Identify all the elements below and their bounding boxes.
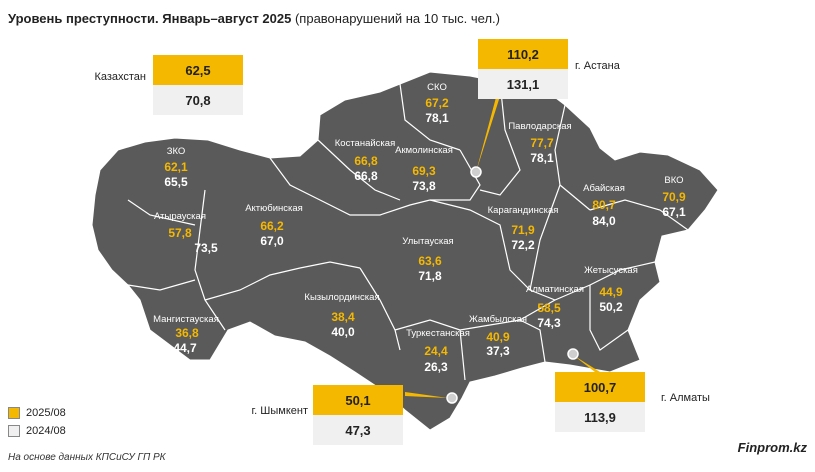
region-8-value-2024: 84,0: [592, 214, 616, 228]
almaty-marker: [567, 348, 579, 360]
region-12-name: Кызылординская: [304, 292, 379, 303]
region-2-value-2025: 66,2: [260, 219, 284, 233]
region-12-value-2024: 40,0: [331, 325, 355, 339]
region-3-value-2024: 44,7: [173, 341, 197, 355]
country-box-2025: [153, 55, 243, 85]
region-10-name: Карагандинская: [488, 205, 559, 216]
country-value-2024: 70,8: [185, 93, 210, 108]
region-0-name: ЗКО: [167, 146, 186, 157]
region-1-name: Атырауская: [154, 211, 206, 222]
almaty-callout: 100,7 113,9 г. Алматы: [555, 372, 710, 432]
brand-logo: Finprom.kz: [737, 440, 807, 455]
region-12-value-2025: 38,4: [331, 310, 355, 324]
astana-value-2025: 110,2: [507, 47, 539, 62]
almaty-box-2024: [555, 402, 645, 432]
astana-box-2025: [478, 39, 568, 69]
region-4-name: Костанайская: [335, 138, 395, 149]
region-4-value-2024: 66,8: [354, 169, 378, 183]
region-9-value-2024: 67,1: [662, 205, 686, 219]
region-11-name: Улытауская: [402, 236, 453, 247]
shymkent-value-2025: 50,1: [345, 393, 370, 408]
region-0-value-2024: 65,5: [164, 175, 188, 189]
shymkent-label: г. Шымкент: [252, 405, 309, 417]
astana-box-2024: [478, 69, 568, 99]
region-14-name: Жамбылская: [469, 314, 527, 325]
region-5-value-2024: 78,1: [425, 111, 449, 125]
region-1-value-2025: 57,8: [168, 226, 192, 240]
legend-label-2024: 2024/08: [26, 425, 66, 437]
region-13-name: Туркестанская: [406, 328, 470, 339]
region-11-value-2024: 71,8: [418, 269, 442, 283]
region-6-value-2024: 73,8: [412, 179, 436, 193]
region-15-value-2024: 74,3: [537, 316, 561, 330]
region-6-value-2025: 69,3: [412, 164, 436, 178]
region-7-name: Павлодарская: [508, 121, 571, 132]
region-13-value-2025: 24,4: [424, 344, 448, 358]
legend-item-2024: 2024/08: [8, 425, 66, 437]
shymkent-marker: [446, 392, 458, 404]
country-box-2024: [153, 85, 243, 115]
shymkent-value-2024: 47,3: [345, 423, 370, 438]
callout-boxes: 62,5 70,8 Казахстан 110,2 131,1 г. Астана 100,…: [94, 39, 710, 445]
almaty-label: г. Алматы: [661, 392, 710, 404]
almaty-value-2025: 100,7: [584, 380, 617, 395]
legend-swatch-2025: [8, 407, 20, 419]
region-labels: ЗКО 62,165,5 Атырауская 57,873,5 Актюбинская…: [153, 82, 686, 374]
region-borders: [127, 81, 689, 381]
region-16-value-2024: 50,2: [599, 300, 623, 314]
almaty-value-2024: 113,9: [584, 410, 616, 425]
region-8-value-2025: 80,7: [592, 198, 616, 212]
region-10-value-2025: 71,9: [511, 223, 535, 237]
shymkent-box-2025: [313, 385, 403, 415]
region-15-value-2025: 58,5: [537, 301, 561, 315]
region-14-value-2025: 40,9: [486, 330, 510, 344]
region-2-name: Актюбинская: [245, 203, 303, 214]
region-8-name: Абайская: [583, 183, 625, 194]
country-value-2025: 62,5: [185, 63, 210, 78]
region-4-value-2025: 66,8: [354, 154, 378, 168]
region-9-name: ВКО: [664, 175, 683, 186]
chart-title: Уровень преступности. Январь–август 2025…: [8, 11, 500, 26]
source-note: На основе данных КПСиСУ ГП РК: [8, 452, 166, 463]
legend-item-2025: 2025/08: [8, 407, 66, 419]
legend-label-2025: 2025/08: [26, 407, 66, 419]
region-15-name: Алматинская: [526, 284, 584, 295]
region-7-value-2024: 78,1: [530, 151, 554, 165]
leader-lines: [405, 90, 600, 398]
astana-value-2024: 131,1: [507, 77, 540, 92]
kazakhstan-outline: [91, 71, 719, 431]
country-label: Казахстан: [94, 71, 146, 83]
shymkent-callout: 50,1 47,3 г. Шымкент: [252, 385, 403, 445]
region-1-value-2024: 73,5: [194, 241, 218, 255]
region-3-name: Мангистауская: [153, 314, 219, 325]
region-9-value-2025: 70,9: [662, 190, 686, 204]
region-11-value-2025: 63,6: [418, 254, 442, 268]
region-5-name: СКО: [427, 82, 447, 93]
region-2-value-2024: 67,0: [260, 234, 284, 248]
shymkent-box-2024: [313, 415, 403, 445]
region-0-value-2025: 62,1: [164, 160, 188, 174]
region-5-value-2025: 67,2: [425, 96, 449, 110]
region-7-value-2025: 77,7: [530, 136, 554, 150]
legend-swatch-2024: [8, 425, 20, 437]
region-16-value-2025: 44,9: [599, 285, 623, 299]
region-16-name: Жетысуская: [584, 265, 638, 276]
region-14-value-2024: 37,3: [486, 344, 510, 358]
astana-label: г. Астана: [575, 60, 621, 72]
region-13-value-2024: 26,3: [424, 360, 448, 374]
astana-callout: 110,2 131,1 г. Астана: [478, 39, 621, 99]
almaty-box-2025: [555, 372, 645, 402]
region-6-name: Акмолинская: [395, 145, 453, 156]
region-3-value-2025: 36,8: [175, 326, 199, 340]
astana-marker: [470, 166, 482, 178]
country-callout: 62,5 70,8 Казахстан: [94, 55, 243, 115]
region-10-value-2024: 72,2: [511, 238, 535, 252]
